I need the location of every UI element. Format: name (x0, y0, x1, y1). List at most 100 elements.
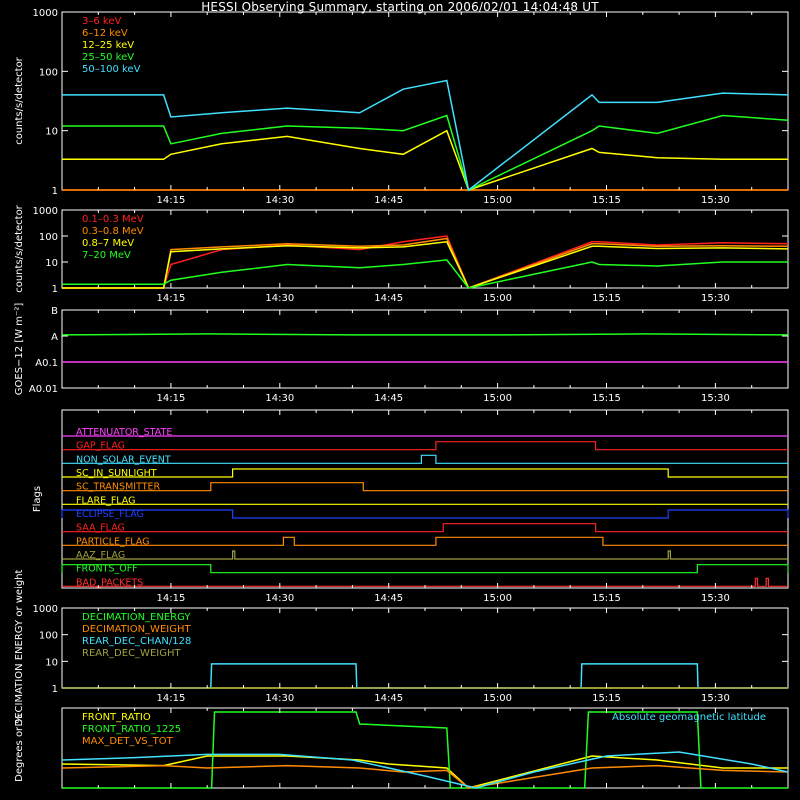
y-tick-label: 1000 (33, 8, 58, 19)
x-tick-label: 15:15 (592, 195, 621, 206)
x-tick-label: 14:15 (156, 693, 185, 704)
y-tick-label: 10 (45, 657, 58, 668)
series-line (62, 259, 788, 289)
x-tick-label: 14:45 (374, 593, 403, 604)
legend-entry: 6–12 keV (82, 28, 128, 39)
panel4: Flags ATTENUATOR_STATE GAP_FLAG NON_SOLAR_E… (32, 409, 789, 604)
y-tick-label: 10 (45, 258, 58, 269)
flag-line (61, 509, 789, 519)
flag-line (62, 577, 788, 587)
series-line (62, 711, 788, 789)
legend-entry: REAR_DEC_CHAN/128 (82, 636, 191, 647)
x-tick-label: 15:15 (592, 693, 621, 704)
y-tick-label: A (51, 332, 58, 343)
x-tick-label: 14:30 (265, 195, 294, 206)
x-tick-label: 15:30 (701, 393, 730, 404)
y-axis-label: Degrees or % (14, 714, 25, 782)
flag-label: GAP_FLAG (76, 441, 125, 452)
x-tick-label: 14:15 (156, 293, 185, 304)
series-line (62, 114, 789, 192)
legend-entry: REAR_DEC_WEIGHT (82, 648, 181, 659)
y-tick-label: 1 (52, 284, 58, 295)
y-axis-label: Flags (32, 486, 43, 512)
x-tick-label: 14:45 (374, 393, 403, 404)
series-line (62, 237, 789, 289)
flag-label: BAD_PACKETS (76, 577, 143, 588)
series-line (62, 129, 788, 191)
series-line (61, 751, 789, 789)
legend-entry: 3–6 keV (82, 16, 121, 27)
x-tick-label: 15:00 (483, 393, 512, 404)
x-tick-label: 15:00 (483, 693, 512, 704)
y-axis-label: counts/s/detector (14, 204, 25, 292)
y-axis-label: DECIMATION ENERGY or weight (14, 569, 25, 726)
x-tick-label: 14:45 (374, 693, 403, 704)
legend-entry: MAX_DET_VS_TOT (82, 736, 174, 747)
y-tick-label: 1000 (33, 206, 58, 217)
legend-entry: DECIMATION_ENERGY (82, 612, 191, 623)
series-line (61, 333, 789, 336)
legend-entry: 12–25 keV (82, 40, 134, 51)
y-tick-label: B (51, 306, 58, 317)
legend-entry: 0.1–0.3 MeV (82, 214, 144, 225)
series-line (62, 79, 789, 192)
x-tick-label: 15:15 (592, 293, 621, 304)
flag-line (62, 536, 788, 546)
y-tick-label: 100 (39, 232, 58, 243)
flag-line (62, 454, 788, 464)
panel6: Degrees or % FRONT_RATIOFRONT_RATIO_1225M… (14, 707, 789, 789)
y-tick-label: 1 (52, 684, 58, 695)
flag-label: SC_TRANSMITTER (76, 482, 161, 493)
x-tick-label: 14:45 (374, 195, 403, 206)
panel-frame (61, 309, 789, 389)
legend-entry: 25–50 keV (82, 52, 134, 63)
y-tick-label: 10 (45, 127, 58, 138)
flag-line (62, 441, 788, 451)
x-tick-label: 14:15 (156, 393, 185, 404)
flag-line (62, 550, 788, 560)
page-title: HESSI Observing Summary, starting on 200… (201, 0, 599, 14)
y-axis-label: counts/s/detector (14, 56, 25, 144)
panel2: 1 10 100 1000 counts/s/detector 0.1–0.3 MeV0.… (14, 204, 789, 304)
flag-line (61, 564, 789, 574)
right-label: Absolute geomagnetic latitude (612, 712, 766, 723)
flag-label: SAA_FLAG (76, 523, 125, 534)
flag-line (62, 523, 788, 533)
flag-label: PARTICLE_FLAG (76, 536, 149, 547)
flag-label: FRONTS_OFF (76, 564, 138, 575)
x-tick-label: 14:45 (374, 293, 403, 304)
legend-entry: FRONT_RATIO (82, 712, 151, 723)
panel-frame (61, 11, 789, 191)
y-axis-label: GOES−12 [W m⁻²] (14, 303, 25, 396)
legend-entry: 7–20 MeV (82, 250, 131, 261)
x-tick-label: 15:30 (701, 593, 730, 604)
series-line (61, 764, 789, 789)
panel3: B A A0.1 A0.01 GOES−12 [W m⁻²] 14:15 14:30 14:4… (14, 303, 789, 404)
y-tick-label: A0.1 (35, 358, 58, 369)
legend-entry: FRONT_RATIO_1225 (82, 724, 181, 735)
x-tick-label: 14:30 (265, 293, 294, 304)
y-tick-label: 1 (52, 186, 58, 197)
panel5: 1 10 100 1000 DECIMATION ENERGY or weight DEC… (14, 569, 789, 726)
x-tick-label: 15:00 (483, 293, 512, 304)
x-tick-label: 15:00 (483, 593, 512, 604)
x-tick-label: 15:30 (701, 195, 730, 206)
x-tick-label: 15:30 (701, 693, 730, 704)
x-tick-label: 14:30 (265, 393, 294, 404)
flag-label: FLARE_FLAG (76, 495, 136, 506)
x-tick-label: 14:30 (265, 593, 294, 604)
flag-label: ECLIPSE_FLAG (76, 509, 144, 520)
x-tick-label: 14:30 (265, 693, 294, 704)
x-tick-label: 14:15 (156, 195, 185, 206)
series-line (62, 240, 789, 289)
legend-entry: DECIMATION_WEIGHT (82, 624, 191, 635)
x-tick-label: 15:00 (483, 195, 512, 206)
legend-entry: 0.3–0.8 MeV (82, 226, 144, 237)
y-tick-label: 1000 (33, 604, 58, 615)
flag-label: SC_IN_SUNLIGHT (76, 468, 157, 479)
x-tick-label: 14:15 (156, 593, 185, 604)
flag-label: NON_SOLAR_EVENT (76, 454, 171, 465)
series-line (61, 755, 788, 789)
flag-line (62, 468, 788, 478)
